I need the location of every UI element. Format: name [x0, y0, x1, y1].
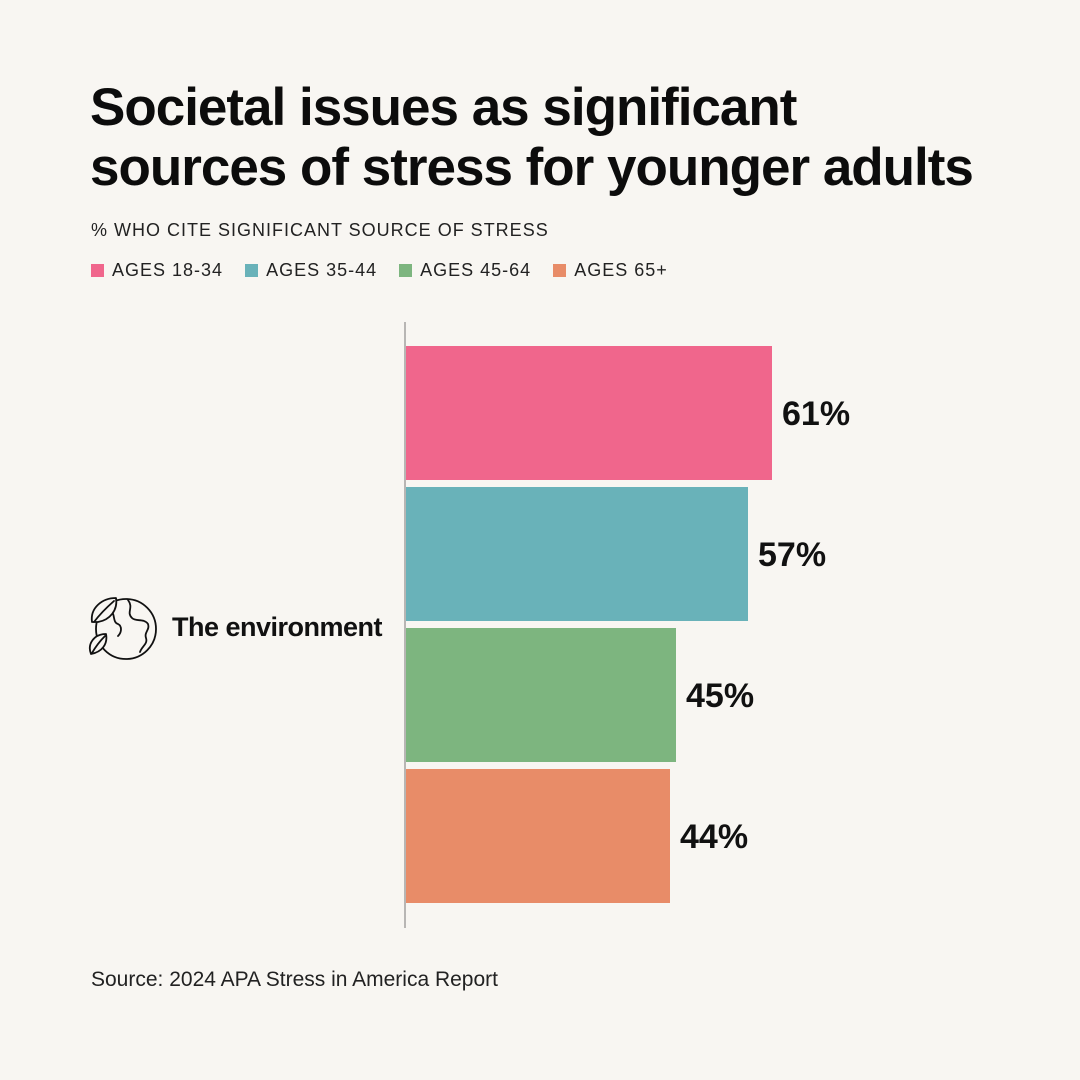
bar-ages-45-64	[406, 628, 676, 762]
legend-item-18-34: AGES 18-34	[91, 260, 223, 281]
source-note: Source: 2024 APA Stress in America Repor…	[91, 968, 498, 991]
data-label: 45%	[686, 677, 754, 715]
category-environment: The environment	[88, 592, 383, 662]
legend-item-35-44: AGES 35-44	[245, 260, 377, 281]
chart-subtitle: % WHO CITE SIGNIFICANT SOURCE OF STRESS	[91, 220, 549, 240]
bar-ages-35-44	[406, 487, 748, 621]
legend-label: AGES 45-64	[420, 260, 532, 280]
legend-swatch	[245, 264, 259, 277]
data-label: 61%	[782, 395, 850, 433]
legend-item-65-plus: AGES 65+	[553, 260, 668, 281]
data-label: 44%	[680, 818, 748, 856]
legend: AGES 18-34 AGES 35-44 AGES 45-64 AGES 65…	[91, 260, 668, 281]
title-line-1: Societal issues as significant	[90, 78, 797, 137]
legend-label: AGES 18-34	[112, 260, 224, 280]
legend-label: AGES 65+	[574, 260, 668, 280]
category-label: The environment	[172, 611, 383, 642]
legend-swatch	[553, 264, 567, 277]
data-label: 57%	[758, 536, 826, 574]
bar-ages-65	[406, 769, 670, 903]
chart-title: Societal issues as significant sources o…	[90, 78, 1030, 198]
earth-leaves-icon	[89, 597, 157, 660]
legend-label: AGES 35-44	[266, 260, 378, 280]
title-line-2: sources of stress for younger adults	[90, 138, 974, 197]
legend-item-45-64: AGES 45-64	[399, 260, 531, 281]
legend-swatch	[399, 264, 413, 277]
bar-ages-18-34	[406, 346, 772, 480]
legend-swatch	[91, 264, 104, 277]
